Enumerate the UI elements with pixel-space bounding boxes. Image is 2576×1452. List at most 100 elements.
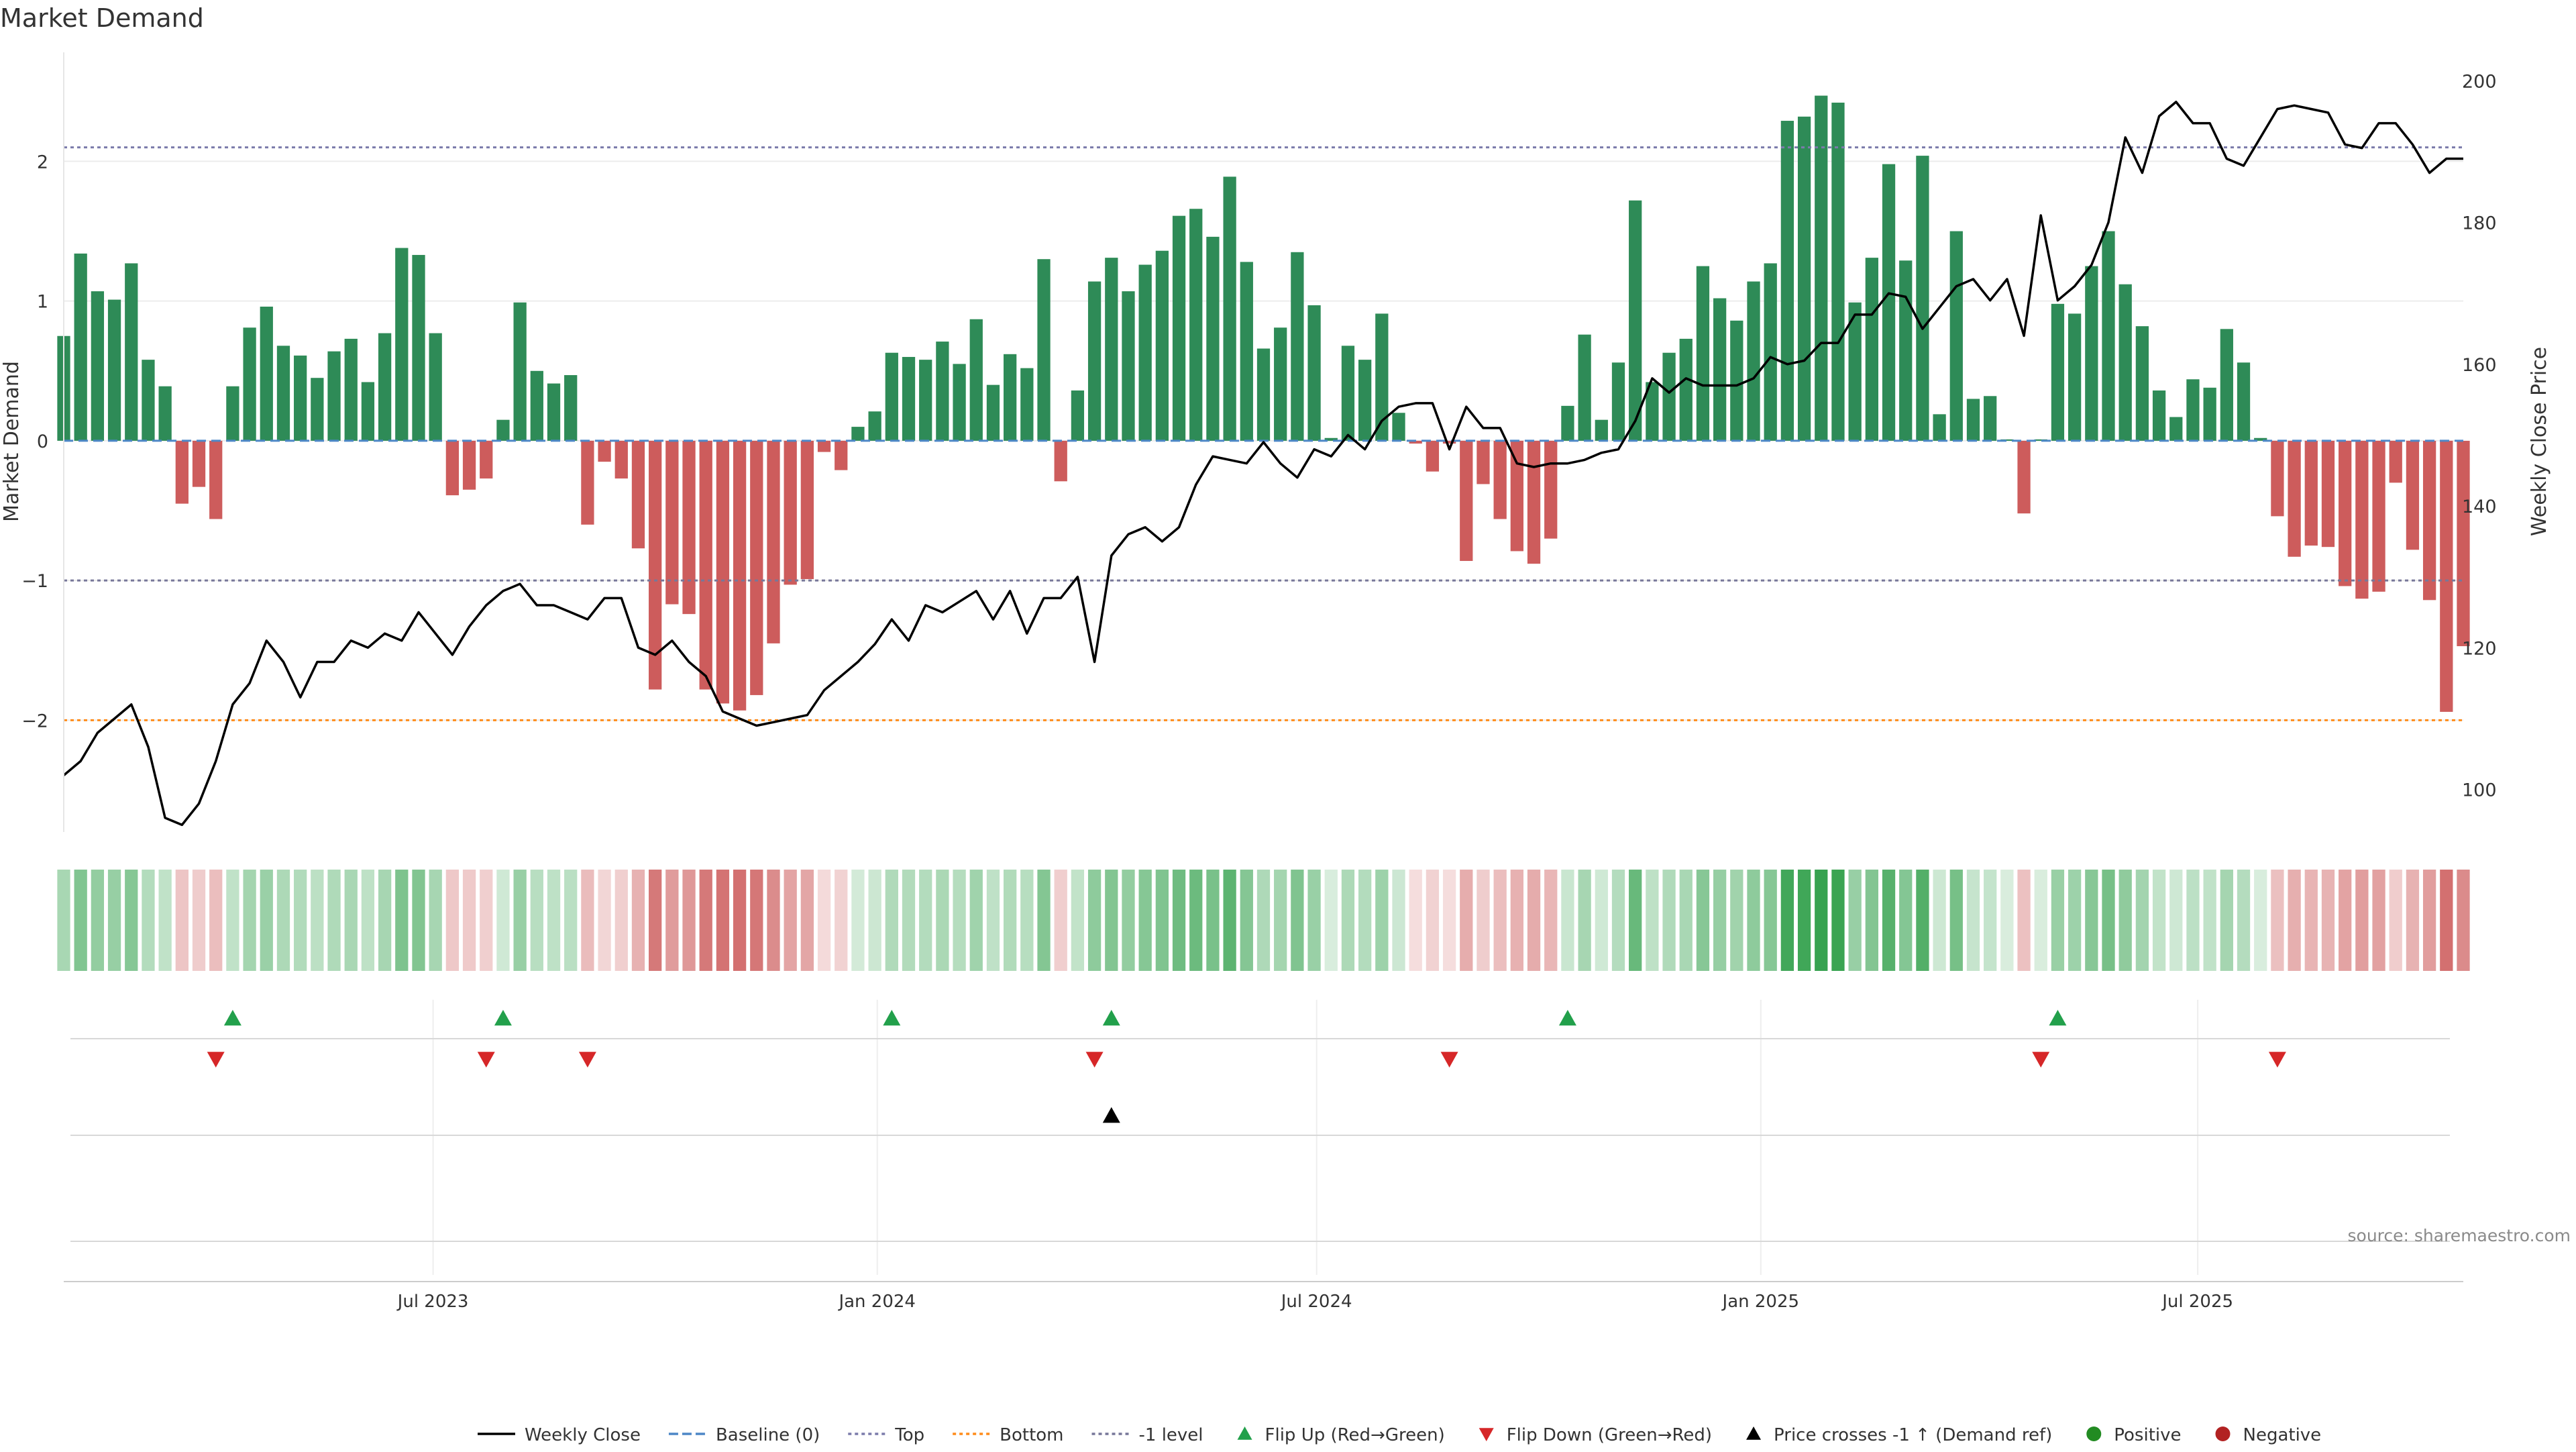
strip-cell [2304,870,2318,971]
y-tick-label-left: −1 [21,571,48,592]
legend-label: Price crosses -1 ↑ (Demand ref) [1774,1425,2052,1445]
strip-cell [1916,870,1929,971]
demand-bar [530,370,543,441]
strip-cell [2457,870,2470,971]
strip-cell [1122,870,1135,971]
demand-bar [953,364,966,441]
demand-bar [547,383,561,441]
demand-bar [1595,419,1608,441]
strip-cell [2118,870,2132,971]
demand-bar [784,440,797,585]
flip-down-marker [2268,1051,2286,1068]
strip-cell [1324,870,1338,971]
demand-bar [750,440,763,695]
strip-cell [1831,870,1845,971]
demand-bar [142,360,155,441]
strip-cell [1037,870,1051,971]
strip-cell [1730,870,1743,971]
demand-bar [1815,95,1828,441]
demand-bar [445,440,460,496]
strip-cell [649,870,662,971]
demand-bar [513,302,527,441]
strip-cell [1696,870,1710,971]
strip-cell [1087,870,1102,971]
strip-cell [1004,870,1017,971]
strip-cell [1375,870,1389,971]
flip-up-marker [223,1010,241,1026]
strip-cell [1595,870,1608,971]
x-tick-label: Jul 2025 [2161,1292,2233,1312]
demand-bar [1223,176,1236,441]
strip-cell [530,870,543,971]
strip-cell [344,870,358,971]
demand-bar [2271,440,2284,517]
legend: Weekly Close Baseline (0) Top Bottom -1 leve… [478,1425,2321,1445]
demand-bar [682,440,696,615]
demand-bar [1578,334,1591,441]
demand-bar [1409,440,1422,444]
strip-cell [1764,870,1777,971]
demand-bar [1426,440,1440,472]
strip-cell [2203,870,2216,971]
strip-cell [1358,870,1372,971]
demand-bar [1341,346,1355,441]
chart-title: Market Demand [0,3,204,33]
demand-bar [311,378,324,441]
demand-bar [2085,266,2098,441]
demand-bar [1375,313,1389,441]
strip-cell [564,870,578,971]
strip-cell [665,870,679,971]
demand-bar [2068,313,2082,441]
demand-bar [902,356,916,441]
demand-bar [1105,258,1118,441]
demand-bar [1527,440,1541,564]
x-tick-label: Jul 2024 [1280,1292,1352,1312]
strip-cell [699,870,712,971]
x-tick-label: Jul 2023 [396,1292,469,1312]
strip-cell [175,870,189,971]
strip-cell [902,870,916,971]
strip-cell [614,870,628,971]
demand-bar [1696,266,1710,441]
demand-bar [243,327,256,441]
legend-item: Negative [2215,1425,2321,1445]
demand-bar [581,440,594,525]
demand-bar [699,440,712,690]
strip-cell [716,870,730,971]
demand-bar [919,360,932,441]
strip-cell [1629,870,1642,971]
price-line-layer [62,101,2463,827]
strip-cell [868,870,881,971]
strip-cell [2085,870,2098,971]
demand-bar [378,333,392,441]
demand-bar [1172,215,1186,441]
strip-cell [851,870,865,971]
strip-cell [91,870,105,971]
strip-cell [513,870,527,971]
demand-bar [1324,437,1338,441]
demand-bar [1307,305,1321,441]
strip-cell [1646,870,1659,971]
demand-bar [344,338,358,441]
strip-cell [1138,870,1152,971]
legend-item: Weekly Close [478,1425,641,1445]
legend-swatch [1746,1427,1762,1440]
demand-bar [260,307,273,441]
demand-bar [2051,303,2065,441]
strip-cell [445,870,460,971]
legend-swatch [1237,1427,1252,1440]
x-tick-label: Jan 2024 [837,1292,916,1312]
strip-cell [598,870,611,971]
demand-bar [868,411,881,441]
strip-cell [1054,870,1067,971]
demand-bar [2406,440,2420,550]
source-note: source: sharemaestro.com [2348,1226,2571,1245]
legend-item: -1 level [1091,1425,1203,1445]
demand-bar [1780,121,1794,441]
demand-bar [1460,440,1473,562]
demand-bar [1713,298,1727,441]
strip-cell [2068,870,2082,971]
demand-bar [1882,164,1896,441]
legend-swatch [1479,1428,1494,1441]
